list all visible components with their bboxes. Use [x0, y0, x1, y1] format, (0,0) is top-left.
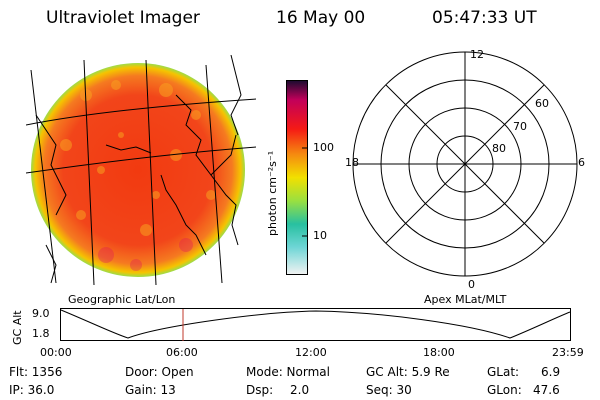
- time-label: 05:47:33 UT: [432, 8, 537, 28]
- colorbar: [286, 80, 308, 275]
- mode-value: Mode: Normal: [246, 365, 330, 379]
- alt-xtick-06: 06:00: [166, 346, 198, 359]
- altitude-plot: [60, 308, 571, 341]
- lat-label-70: 70: [513, 120, 527, 133]
- glon-value: 47.6: [533, 383, 560, 397]
- alt-xtick-2359: 23:59: [552, 346, 584, 359]
- alt-ytick-9: 9.0: [32, 307, 50, 320]
- seq-value: Seq: 30: [366, 383, 412, 397]
- alt-xtick-00: 00:00: [40, 346, 72, 359]
- alt-xtick-12: 12:00: [295, 346, 327, 359]
- alt-xtick-18: 18:00: [423, 346, 455, 359]
- lat-label-60: 60: [535, 97, 549, 110]
- ip-value: IP: 36.0: [9, 383, 55, 397]
- alt-plot-ylabel: GC Alt: [11, 310, 24, 345]
- mlt-label-6: 6: [578, 156, 585, 169]
- dsp-value: 2.0: [290, 383, 310, 397]
- flight-number: Flt: 1356: [9, 365, 63, 379]
- lat-label-80: 80: [492, 142, 506, 155]
- app-title: Ultraviolet Imager: [46, 8, 200, 28]
- graticule-overlay: [26, 55, 256, 285]
- door-status: Door: Open: [125, 365, 194, 379]
- dsp-label: Dsp:: [246, 383, 274, 397]
- geographic-label: Geographic Lat/Lon: [68, 293, 176, 306]
- date-label: 16 May 00: [276, 8, 366, 28]
- glat-label: GLat:: [487, 365, 520, 379]
- uv-disk-image: [31, 63, 245, 277]
- colorbar-unit-label: photon cm⁻²s⁻¹: [266, 150, 279, 236]
- glon-label: GLon:: [487, 383, 522, 397]
- gc-alt-value: GC Alt: 5.9 Re: [366, 365, 450, 379]
- glat-value: 6.9: [541, 365, 561, 379]
- mlt-label-18: 18: [345, 156, 359, 169]
- mlt-label-0: 0: [468, 278, 475, 291]
- apex-label: Apex MLat/MLT: [424, 293, 507, 306]
- colorbar-tick-10: 10: [313, 229, 327, 242]
- mlt-label-12: 12: [470, 48, 484, 61]
- gain-value: Gain: 13: [125, 383, 176, 397]
- alt-ytick-1.8: 1.8: [32, 327, 50, 340]
- colorbar-tick-100: 100: [313, 141, 334, 154]
- polar-plot: [352, 51, 578, 277]
